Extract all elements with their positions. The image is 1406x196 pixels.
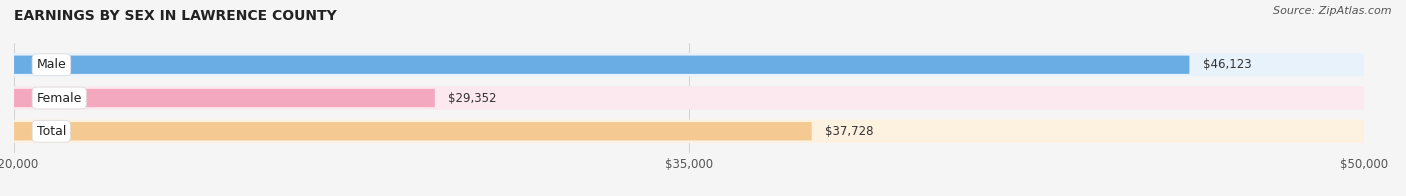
Text: $46,123: $46,123 <box>1204 58 1251 71</box>
Text: $37,728: $37,728 <box>825 125 873 138</box>
Text: Male: Male <box>37 58 66 71</box>
FancyBboxPatch shape <box>14 120 1364 143</box>
FancyBboxPatch shape <box>14 122 811 140</box>
FancyBboxPatch shape <box>14 86 1364 110</box>
Text: Total: Total <box>37 125 66 138</box>
FancyBboxPatch shape <box>14 56 1189 74</box>
Text: Source: ZipAtlas.com: Source: ZipAtlas.com <box>1274 6 1392 16</box>
Text: Female: Female <box>37 92 82 104</box>
Text: $29,352: $29,352 <box>449 92 496 104</box>
FancyBboxPatch shape <box>14 53 1364 76</box>
FancyBboxPatch shape <box>14 89 434 107</box>
Text: EARNINGS BY SEX IN LAWRENCE COUNTY: EARNINGS BY SEX IN LAWRENCE COUNTY <box>14 9 337 23</box>
